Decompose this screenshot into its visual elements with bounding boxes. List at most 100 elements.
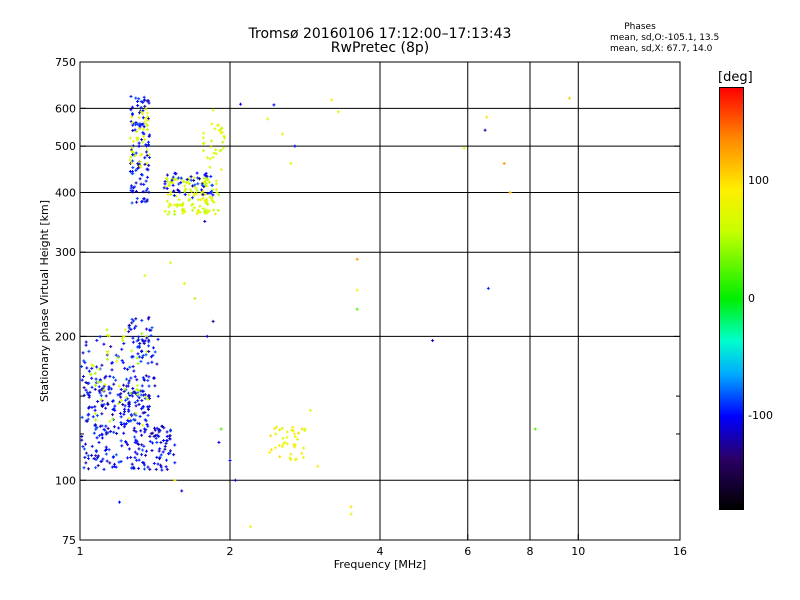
y-axis-label: Stationary phase Virtual Height [km] [38,200,51,402]
data-point [168,437,172,441]
data-point [217,193,221,197]
data-point [130,172,134,176]
data-point [145,111,149,115]
data-point [146,413,150,417]
data-point [127,400,131,404]
x-tick-label: 10 [571,545,585,558]
data-point [90,444,94,448]
data-point [86,454,90,458]
data-point [128,169,132,173]
data-point [135,452,139,456]
data-point [177,198,181,202]
data-point [114,378,118,382]
data-point [154,467,158,471]
data-point [96,464,100,468]
data-point [133,153,137,157]
data-point [135,441,139,445]
data-point [508,190,512,194]
data-point [113,408,117,412]
data-point [130,113,134,117]
data-point [142,339,146,343]
data-point [214,152,218,156]
data-point [233,478,237,482]
data-point [210,199,214,203]
data-point [173,203,177,207]
data-point [129,391,133,395]
data-point [135,458,139,462]
data-point [141,122,145,126]
data-point [164,458,168,462]
data-point [190,203,194,207]
data-point [136,362,140,366]
data-point [204,208,208,212]
data-point [129,327,133,331]
data-point [133,375,137,379]
data-point [139,105,143,109]
data-point [119,423,123,427]
data-point [85,391,89,395]
data-point [216,208,220,212]
data-point [192,176,196,180]
data-point [219,427,223,431]
data-point [120,336,124,340]
x-tick-label: 6 [464,545,471,558]
data-point [130,161,134,165]
data-point [86,417,90,421]
data-point [141,116,145,120]
data-point [144,107,148,111]
data-point [187,198,191,202]
data-point [81,375,85,379]
data-point [119,415,123,419]
data-point [197,177,201,181]
data-point [336,110,340,114]
data-point [101,386,105,390]
data-point [136,399,140,403]
data-point [162,426,166,430]
data-point [129,184,133,188]
data-point [150,326,154,330]
data-point [130,466,134,470]
data-point [219,148,223,152]
data-point [142,444,146,448]
chart-title-line1: Tromsø 20160106 17:12:00–17:13:43 [248,26,512,42]
data-point [111,407,115,411]
data-point [141,423,145,427]
data-point [94,377,98,381]
data-point [166,192,170,196]
data-point [126,419,130,423]
data-point [147,156,151,160]
data-point [131,394,135,398]
data-point [119,439,123,443]
data-point [143,104,147,108]
data-point [122,383,126,387]
data-point [139,153,143,157]
data-point [128,158,132,162]
data-point [302,455,306,459]
data-point [126,397,130,401]
data-point [122,422,126,426]
data-point [148,434,152,438]
data-point [97,440,101,444]
data-point [462,146,466,150]
data-point [140,350,144,354]
data-point [130,146,134,150]
data-point [137,466,141,470]
data-point [137,97,141,101]
data-point [171,175,175,179]
data-point [127,381,131,385]
y-tick-label: 200 [55,330,76,343]
data-point [146,379,150,383]
y-tick-label: 100 [55,474,76,487]
data-point [168,202,172,206]
data-point [217,440,221,444]
data-point [163,180,167,184]
data-point [176,176,180,180]
data-point [142,125,146,129]
data-point [101,457,105,461]
data-point [97,434,101,438]
data-point [141,140,145,144]
data-point [99,460,103,464]
data-point [136,104,140,108]
data-point [146,407,150,411]
data-point [129,155,133,159]
